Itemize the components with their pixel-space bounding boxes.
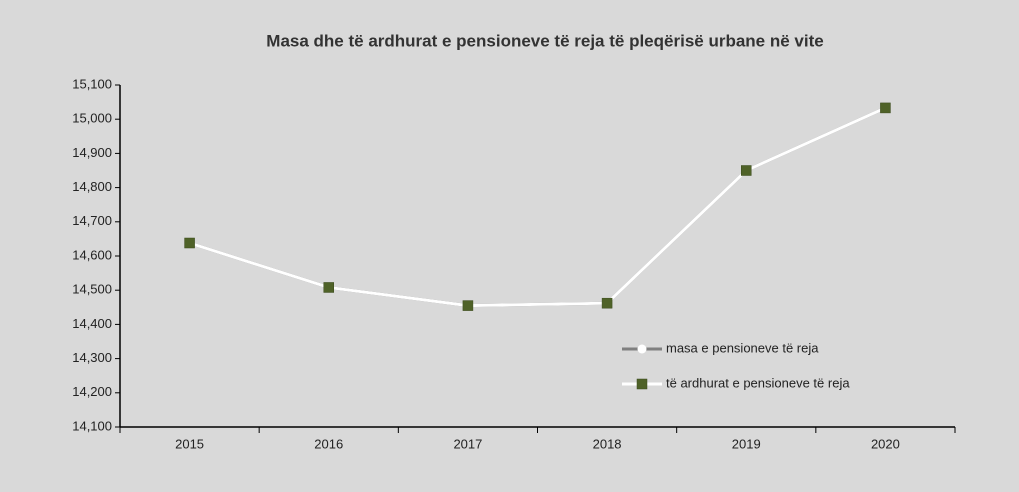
- marker: [462, 300, 474, 311]
- marker: [184, 237, 195, 249]
- x-tick-label: 2019: [732, 436, 761, 451]
- marker: [880, 102, 891, 114]
- y-tick-label: 14,100: [72, 418, 112, 433]
- y-tick-label: 15,100: [72, 76, 112, 91]
- x-tick-label: 2016: [314, 436, 343, 451]
- y-tick-label: 14,400: [72, 316, 112, 331]
- x-tick-label: 2018: [593, 436, 622, 451]
- chart-title: Masa dhe të ardhurat e pensioneve të rej…: [266, 31, 823, 50]
- y-tick-label: 14,300: [72, 350, 112, 365]
- series-line: [189, 106, 887, 308]
- legend-label: të ardhurat e pensioneve të reja: [666, 375, 850, 390]
- x-tick-label: 2020: [871, 436, 900, 451]
- y-tick-label: 14,700: [72, 213, 112, 228]
- y-tick-label: 15,000: [72, 111, 112, 126]
- legend-label: masa e pensioneve të reja: [666, 340, 819, 355]
- y-tick-label: 14,600: [72, 247, 112, 262]
- marker: [636, 378, 648, 390]
- x-tick-label: 2017: [453, 436, 482, 451]
- marker: [323, 282, 334, 293]
- marker: [637, 344, 647, 354]
- y-tick-label: 14,900: [72, 145, 112, 160]
- marker: [601, 297, 613, 309]
- y-tick-label: 14,200: [72, 384, 112, 399]
- x-tick-label: 2015: [175, 436, 204, 451]
- y-tick-label: 14,500: [72, 282, 112, 297]
- y-tick-label: 14,800: [72, 179, 112, 194]
- marker: [741, 165, 752, 176]
